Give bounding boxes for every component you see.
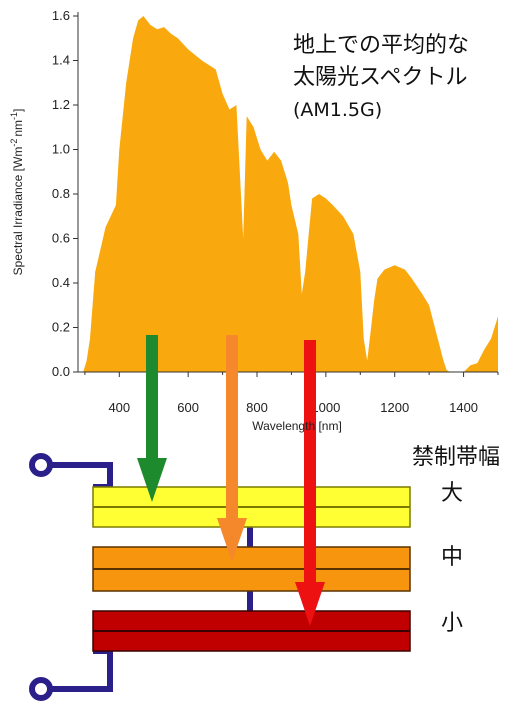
- x-tick-label: 1000: [311, 400, 340, 415]
- spectrum-chart: 0.0 0.2 0.4 0.6 0.8 1.0 1.2 1.4 1.6 400 600 800 100…: [9, 8, 499, 415]
- y-axis-label-main: Spectral Irradiance [Wm: [11, 147, 25, 276]
- y-axis-label-exp2: -1: [9, 112, 19, 120]
- orange-arrow-shaft: [226, 335, 238, 520]
- red-arrow-head: [295, 582, 325, 626]
- y-tick-group: 0.0 0.2 0.4 0.6 0.8 1.0 1.2 1.4 1.6: [52, 8, 78, 379]
- chart-title-line-1: 地上での平均的な: [293, 33, 469, 58]
- layer-medium: [92, 546, 411, 592]
- y-tick-label: 1.4: [52, 53, 70, 68]
- layer-small: [92, 610, 411, 652]
- spectrum-area: [78, 16, 498, 372]
- y-tick-label: 1.6: [52, 8, 70, 23]
- chart-title-line-2: 太陽光スペクトル: [293, 65, 467, 90]
- x-tick-label: 600: [177, 400, 199, 415]
- x-tick-label: 800: [246, 400, 268, 415]
- orange-arrow: [217, 335, 247, 562]
- orange-arrow-head: [217, 518, 247, 562]
- band-gap-heading: 禁制帯幅: [412, 445, 500, 470]
- y-tick-label: 1.2: [52, 97, 70, 112]
- spectrum-area-layer: [78, 16, 498, 372]
- x-tick-label: 1200: [380, 400, 409, 415]
- green-arrow: [137, 335, 167, 502]
- green-arrow-shaft: [146, 335, 158, 460]
- red-arrow: [295, 340, 325, 626]
- y-tick-label: 0.4: [52, 275, 70, 290]
- layer-small-label: 小: [441, 611, 463, 636]
- layer-large: [92, 486, 411, 528]
- y-axis-label-mid: nm: [11, 120, 25, 137]
- x-axis-label: Wavelength [nm]: [252, 419, 342, 433]
- x-tick-group: 400 600 800 1000 1200 1400: [84, 372, 499, 415]
- tandem-cell-diagram: 禁制帯幅 大 中 小: [29, 445, 500, 701]
- layer-large-label: 大: [441, 481, 463, 506]
- chart-title-line-3: (AM1.5G): [293, 99, 382, 121]
- x-tick-label: 400: [108, 400, 130, 415]
- photon-arrows: [137, 335, 325, 626]
- y-axis-label-exp1: -2: [9, 139, 19, 147]
- y-tick-label: 0.0: [52, 364, 70, 379]
- bottom-terminal: [29, 677, 53, 701]
- y-tick-label: 0.2: [52, 320, 70, 335]
- layer-medium-label: 中: [441, 545, 463, 570]
- y-tick-label: 0.6: [52, 231, 70, 246]
- y-tick-label: 0.8: [52, 186, 70, 201]
- y-tick-label: 1.0: [52, 142, 70, 157]
- red-arrow-shaft: [304, 340, 316, 584]
- y-axis-label: Spectral Irradiance [Wm-2 nm-1]: [9, 109, 25, 276]
- x-tick-label: 1400: [449, 400, 478, 415]
- green-arrow-head: [137, 458, 167, 502]
- y-axis-label-end: ]: [11, 109, 25, 112]
- top-terminal: [29, 453, 53, 477]
